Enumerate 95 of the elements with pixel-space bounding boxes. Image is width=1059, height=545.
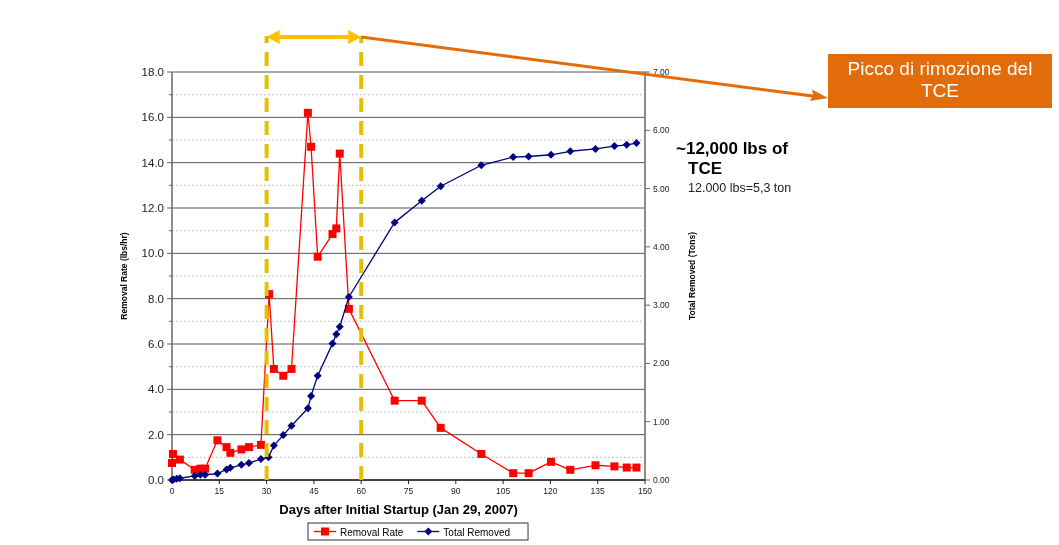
y-tick-label: 14.0 [141, 156, 164, 169]
point [279, 371, 288, 380]
point [632, 139, 641, 148]
y2-tick-label: 0.00 [653, 474, 670, 485]
point [332, 224, 341, 233]
y-tick-label: 4.0 [148, 383, 164, 396]
point [287, 421, 296, 430]
point [168, 459, 176, 467]
point [610, 142, 619, 151]
point [417, 196, 426, 205]
point [307, 142, 316, 151]
x-tick-label: 90 [451, 486, 461, 496]
point [256, 455, 265, 464]
y-tick-label: 10.0 [141, 247, 164, 260]
x-tick-label: 150 [637, 486, 653, 496]
point [390, 218, 399, 227]
y-tick-label: 12.0 [141, 202, 164, 215]
legend-label: Removal Rate [339, 526, 404, 538]
point [303, 404, 312, 413]
x-tick-label: 135 [590, 486, 606, 496]
point [307, 392, 316, 401]
y2-tick-label: 2.00 [653, 358, 670, 369]
point [244, 443, 253, 452]
point [417, 396, 426, 405]
point [622, 140, 631, 149]
point [591, 461, 600, 470]
point [269, 364, 278, 373]
point [547, 150, 556, 159]
y2-tick-label: 6.00 [653, 125, 670, 136]
point [344, 292, 353, 301]
text: Picco di rimozione del TCE [847, 58, 1033, 101]
y-axis-title: Removal Rate (lbs/hr) [119, 232, 129, 320]
y2-tick-label: 1.00 [653, 416, 670, 427]
point [213, 469, 222, 478]
point [390, 396, 399, 405]
point [269, 441, 278, 450]
y-tick-label: 16.0 [141, 111, 164, 124]
legend-label: Total Removed [443, 526, 511, 538]
point [524, 469, 533, 478]
point [566, 465, 575, 474]
x-axis-title: Days after Initial Startup (Jan 29, 2007) [279, 502, 518, 517]
point [632, 463, 641, 472]
point [328, 339, 337, 348]
y-tick-label: 8.0 [148, 292, 164, 305]
y2-tick-label: 3.00 [653, 300, 670, 311]
point [509, 153, 518, 162]
point [244, 459, 253, 468]
x-tick-label: 30 [261, 486, 272, 496]
y-tick-label: 0.0 [148, 474, 164, 487]
point [313, 371, 322, 380]
point [610, 462, 619, 471]
point [477, 161, 486, 170]
x-tick-label: 45 [309, 486, 319, 496]
point [622, 463, 631, 472]
point [190, 471, 199, 480]
point [332, 330, 341, 339]
point [436, 423, 445, 432]
point [168, 449, 177, 458]
point [175, 455, 184, 464]
point [226, 448, 235, 457]
point [303, 108, 312, 117]
point [509, 469, 518, 478]
text: 12.000 lbs=5,3 ton [688, 181, 792, 195]
x-tick-label: 60 [356, 486, 367, 496]
point [226, 463, 235, 472]
point [524, 152, 533, 161]
y2-tick-label: 7.00 [653, 66, 670, 77]
point [566, 147, 575, 156]
y-tick-label: 18.0 [141, 66, 164, 79]
y-tick-label: 6.0 [148, 338, 164, 351]
y2-axis-title: Total Removed (Tons) [687, 231, 697, 320]
point [344, 304, 353, 313]
x-tick-label: 15 [214, 486, 225, 496]
point [313, 252, 322, 261]
point [213, 436, 222, 445]
point [237, 460, 246, 469]
point [201, 470, 210, 479]
text: ~12,000 lbs of TCE [676, 139, 789, 178]
point [287, 364, 296, 373]
x-tick-label: 0 [169, 486, 175, 496]
point [477, 449, 486, 458]
y2-tick-label: 4.00 [653, 241, 670, 252]
y2-tick-label: 5.00 [653, 183, 670, 194]
x-tick-label: 75 [403, 486, 414, 496]
point [436, 182, 445, 191]
point [335, 322, 344, 331]
point [335, 149, 344, 158]
point [279, 431, 288, 440]
x-tick-label: 105 [496, 486, 511, 496]
x-tick-label: 120 [543, 486, 558, 496]
point [591, 144, 600, 153]
y-tick-label: 2.0 [148, 428, 164, 441]
point [237, 445, 246, 454]
point [547, 457, 556, 466]
point [256, 440, 265, 449]
